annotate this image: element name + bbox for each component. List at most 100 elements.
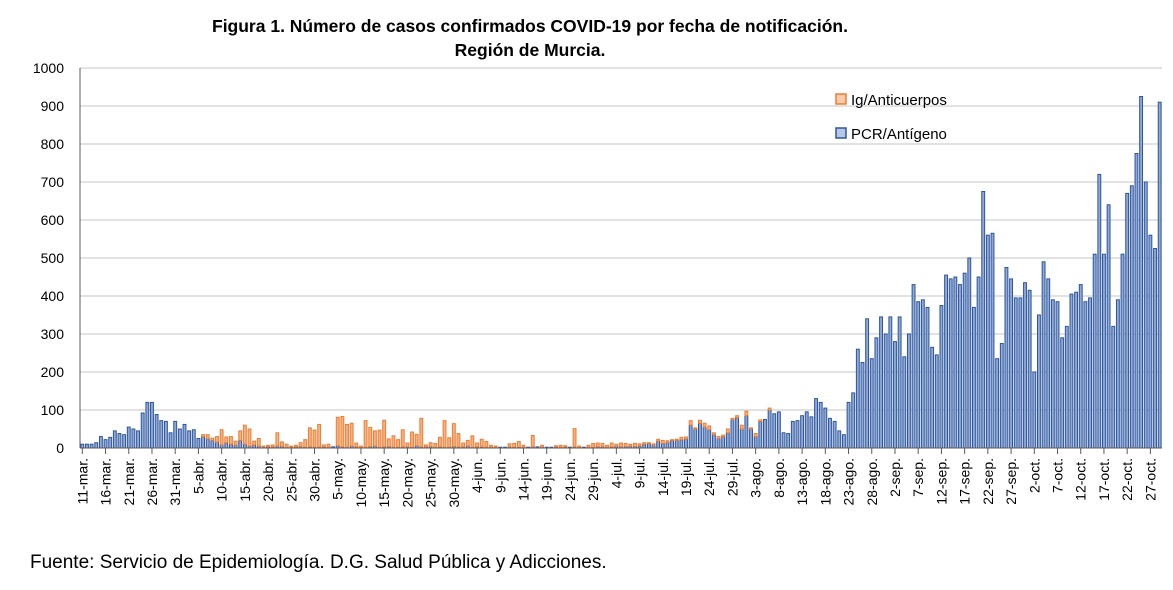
y-tick-label: 1000 [33, 60, 64, 76]
bar-pcr-antigeno [1088, 297, 1092, 449]
x-tick-label: 2-sep. [887, 458, 903, 497]
bar-ig-anticuerpos [312, 429, 317, 448]
bar-pcr-antigeno [131, 428, 136, 449]
bar-ig-anticuerpos [368, 426, 373, 447]
bar-pcr-antigeno [897, 316, 902, 449]
bar-pcr-antigeno [776, 411, 781, 449]
bar-pcr-antigeno [1060, 337, 1065, 449]
bar-ig-anticuerpos [228, 436, 233, 445]
bar-pcr-antigeno [851, 392, 856, 449]
bar-ig-anticuerpos [270, 444, 275, 448]
x-tick-label: 17-oct. [1096, 458, 1112, 501]
bar-ig-anticuerpos [340, 415, 345, 448]
bar-pcr-antigeno [242, 443, 247, 449]
y-tick-label: 200 [41, 364, 65, 380]
bar-ig-anticuerpos [753, 433, 758, 438]
bar-pcr-antigeno [173, 420, 178, 449]
x-tick-label: 15-may. [376, 458, 392, 508]
bar-pcr-antigeno [837, 430, 842, 449]
bar-pcr-antigeno [1125, 192, 1130, 449]
x-tick-label: 13-ago. [794, 458, 810, 505]
bar-pcr-antigeno [874, 337, 879, 449]
x-tick-label: 11-mar. [74, 458, 90, 504]
y-tick-label: 500 [41, 250, 65, 266]
x-tick-label: 21-mar. [121, 458, 137, 505]
bar-pcr-antigeno [646, 442, 651, 449]
bar-pcr-antigeno [126, 426, 131, 449]
bar-pcr-antigeno [660, 442, 665, 449]
bar-ig-anticuerpos [688, 420, 693, 426]
bar-pcr-antigeno [749, 428, 753, 449]
legend-swatch-ig [835, 93, 847, 105]
bar-ig-anticuerpos [540, 444, 544, 448]
bar-pcr-antigeno [818, 401, 823, 449]
bar-pcr-antigeno [1139, 96, 1144, 449]
bar-ig-anticuerpos [261, 445, 266, 448]
x-tick-label: 24-jun. [562, 458, 578, 501]
bar-pcr-antigeno [670, 439, 675, 449]
bar-pcr-antigeno [1064, 325, 1069, 449]
bar-ig-anticuerpos [707, 425, 712, 431]
bar-pcr-antigeno [763, 419, 767, 449]
x-tick-label: 22-oct. [1119, 458, 1135, 501]
x-tick-label: 9-jun. [492, 458, 508, 493]
bar-ig-anticuerpos [721, 434, 726, 438]
y-axis-ticks: 0 100 200 300 400 500 600 700 800 900 1000 [33, 60, 64, 456]
bar-ig-anticuerpos [201, 434, 205, 438]
bar-pcr-antigeno [1078, 284, 1083, 449]
y-tick-label: 600 [41, 212, 65, 228]
x-tick-label: 3-ago. [748, 458, 764, 498]
bar-pcr-antigeno [698, 422, 702, 449]
legend: Ig/Anticuerpos PCR/Antígeno [835, 92, 947, 143]
bar-ig-anticuerpos [716, 436, 721, 440]
bar-pcr-antigeno [711, 434, 716, 449]
bar-pcr-antigeno [916, 301, 921, 449]
bar-pcr-antigeno [1074, 291, 1079, 449]
y-tick-label: 400 [41, 288, 65, 304]
bar-pcr-antigeno [1148, 234, 1153, 449]
bar-ig-anticuerpos [298, 442, 303, 447]
bar-pcr-antigeno [995, 358, 1000, 449]
bar-pcr-antigeno [971, 306, 976, 449]
bar-ig-anticuerpos [739, 424, 744, 430]
bar-pcr-antigeno [103, 439, 108, 449]
bar-ig-anticuerpos [252, 440, 257, 446]
bar-ig-anticuerpos [628, 443, 633, 447]
bar-pcr-antigeno [985, 234, 990, 449]
bar-ig-anticuerpos [461, 442, 466, 448]
bar-ig-anticuerpos [256, 438, 261, 447]
bar-pcr-antigeno [925, 306, 930, 449]
bar-pcr-antigeno [182, 423, 187, 449]
bar-ig-anticuerpos [684, 436, 688, 440]
bar-ig-anticuerpos [345, 423, 349, 448]
bar-pcr-antigeno [1134, 153, 1139, 449]
bar-ig-anticuerpos [530, 434, 535, 448]
chart-title-line2: Región de Murcia. [454, 40, 606, 60]
bar-ig-anticuerpos [465, 439, 470, 447]
bar-pcr-antigeno [725, 432, 730, 449]
bar-pcr-antigeno [205, 438, 210, 449]
y-tick-label: 0 [56, 440, 64, 456]
bar-ig-anticuerpos [424, 444, 428, 448]
bar-pcr-antigeno [684, 438, 688, 449]
bar-pcr-antigeno [735, 417, 740, 449]
bar-pcr-antigeno [744, 415, 749, 449]
bar-ig-anticuerpos [591, 442, 596, 448]
bar-ig-anticuerpos [595, 442, 600, 448]
bar-ig-anticuerpos [563, 445, 568, 448]
bar-ig-anticuerpos [711, 432, 716, 436]
bar-pcr-antigeno [150, 401, 154, 449]
x-tick-label: 5-may. [330, 458, 346, 500]
bar-pcr-antigeno [145, 401, 150, 449]
x-tick-label: 14-jul. [655, 458, 671, 496]
bar-pcr-antigeno [962, 272, 967, 449]
bar-ig-anticuerpos [693, 427, 698, 430]
bar-ig-anticuerpos [679, 436, 684, 441]
x-tick-label: 5-abr. [190, 458, 206, 494]
bar-ig-anticuerpos [614, 443, 619, 447]
bar-pcr-antigeno [888, 316, 893, 449]
bar-ig-anticuerpos [382, 419, 387, 448]
bar-pcr-antigeno [1092, 253, 1097, 449]
bar-pcr-antigeno [944, 274, 949, 449]
bar-ig-anticuerpos [266, 444, 271, 447]
